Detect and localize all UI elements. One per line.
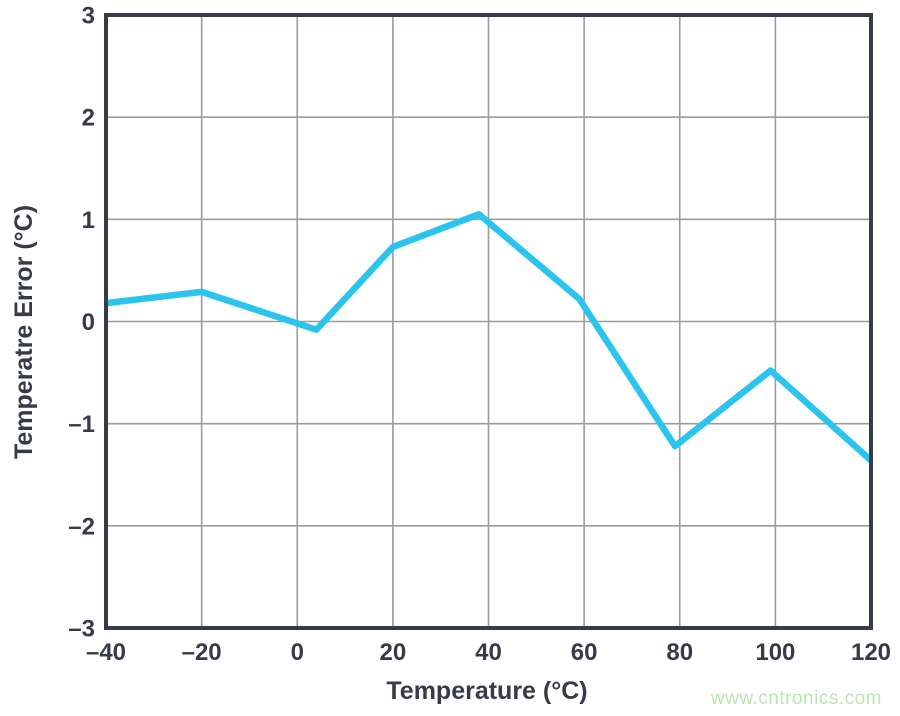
y-tick-labels: –3 –2 –1 0 1 2 3 — [68, 3, 95, 643]
temperature-error-line — [105, 210, 874, 463]
x-tick-label: 40 — [475, 639, 502, 666]
y-axis-label: Temperatre Error (°C) — [10, 205, 38, 459]
x-tick-labels: –40 –20 0 20 40 60 80 100 120 — [86, 639, 891, 666]
x-axis-label: Temperature (°C) — [386, 677, 587, 705]
y-tick-label: –3 — [68, 616, 95, 643]
y-tick-label: –1 — [68, 411, 95, 438]
x-tick-label: 0 — [291, 639, 304, 666]
y-tick-label: 0 — [82, 309, 95, 336]
x-tick-label: 120 — [851, 639, 891, 666]
x-tick-label: 80 — [666, 639, 693, 666]
y-tick-label: 3 — [82, 3, 95, 30]
gridlines — [105, 14, 872, 629]
x-tick-label: –40 — [86, 639, 126, 666]
x-tick-label: –20 — [182, 639, 222, 666]
watermark: www.cntronics.com — [710, 688, 882, 709]
y-tick-label: 2 — [82, 105, 95, 132]
y-tick-label: –2 — [68, 513, 95, 540]
x-tick-label: 60 — [571, 639, 598, 666]
y-tick-label: 1 — [82, 207, 95, 234]
plot-frame — [104, 13, 873, 630]
plot-border — [104, 13, 873, 630]
x-tick-label: 100 — [755, 639, 795, 666]
data-line-layer — [105, 210, 874, 463]
x-tick-label: 20 — [380, 639, 407, 666]
